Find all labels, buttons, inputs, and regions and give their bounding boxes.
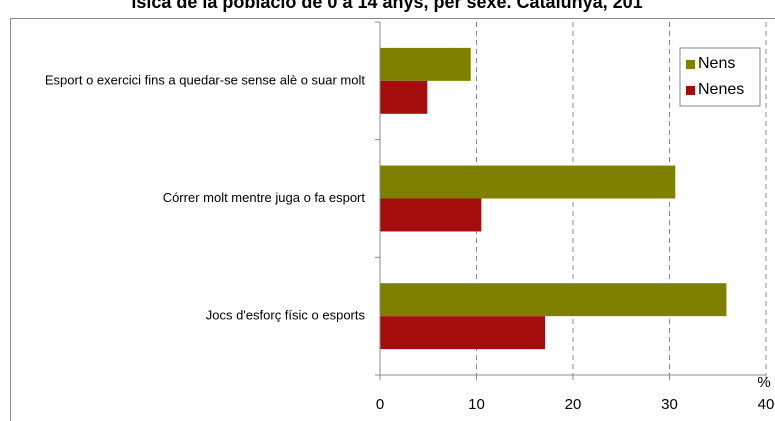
x-tick-label: 40 (758, 396, 775, 413)
y-tick-label: Córrer molt mentre juga o fa esport (163, 190, 366, 205)
x-tick-label: 0 (376, 396, 384, 413)
bar (380, 283, 727, 317)
chart-title: ísica de la població de 0 a 14 anys, per… (131, 0, 642, 12)
x-tick-label: 20 (565, 396, 582, 413)
x-tick-label: 10 (468, 396, 485, 413)
legend-swatch (686, 60, 695, 69)
y-tick-label: Esport o exercici fins a quedar-se sense… (45, 72, 365, 87)
bar (380, 47, 471, 81)
bar (380, 198, 482, 232)
bar (380, 80, 428, 114)
chart-frame (10, 18, 775, 421)
legend-label: Nens (698, 55, 735, 72)
x-tick-label: 30 (661, 396, 678, 413)
legend-label: Nenes (698, 81, 744, 98)
x-axis-label: % (757, 374, 770, 391)
bar (380, 165, 676, 199)
legend-box (679, 47, 761, 107)
legend-swatch (686, 86, 695, 95)
y-tick-label: Jocs d'esforç físic o esports (206, 308, 366, 323)
bar (380, 316, 546, 350)
